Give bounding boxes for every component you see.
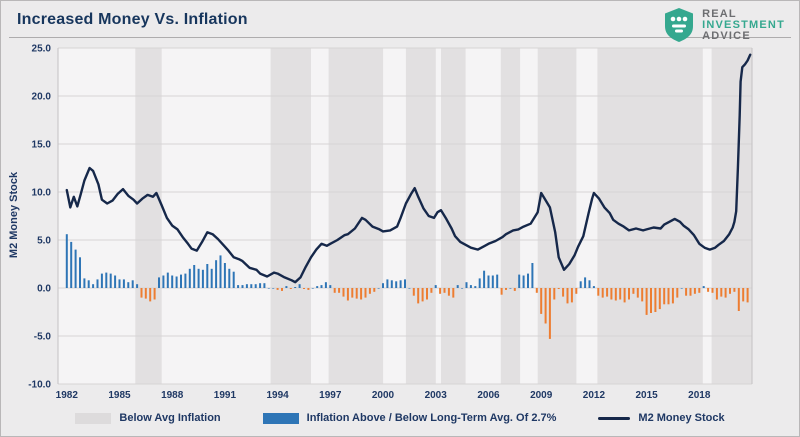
logo-word-advice: ADVICE [702, 29, 751, 42]
svg-text:1994: 1994 [266, 390, 289, 401]
title-divider [9, 37, 791, 38]
inflation-bars-swatch-icon [262, 412, 299, 424]
svg-text:2012: 2012 [583, 390, 606, 401]
svg-text:1985: 1985 [108, 390, 131, 401]
ria-logo: REAL INVESTMENT ADVICE [663, 7, 785, 43]
legend-item-m2-line: M2 Money Stock [598, 412, 725, 424]
svg-text:-5.0: -5.0 [34, 332, 52, 343]
svg-text:10.0: 10.0 [32, 188, 52, 199]
ria-shield-icon [665, 8, 694, 42]
svg-text:0.0: 0.0 [37, 284, 51, 295]
svg-text:-10.0: -10.0 [28, 380, 51, 391]
legend-label-m2-line: M2 Money Stock [638, 412, 725, 424]
m2-line-swatch-icon [598, 416, 631, 420]
below-avg-swatch-icon [75, 412, 112, 424]
legend-item-below-avg: Below Avg Inflation [75, 412, 221, 424]
svg-text:2000: 2000 [372, 390, 395, 401]
svg-text:5.0: 5.0 [37, 236, 51, 247]
page-title: Increased Money Vs. Inflation [17, 11, 248, 28]
svg-text:1991: 1991 [214, 390, 237, 401]
svg-text:1997: 1997 [319, 390, 342, 401]
svg-text:2003: 2003 [425, 390, 448, 401]
svg-text:25.0: 25.0 [32, 44, 52, 55]
legend-label-inflation-bars: Inflation Above / Below Long-Term Avg. O… [306, 412, 557, 424]
ria-logo-text: REAL INVESTMENT ADVICE [702, 7, 785, 42]
svg-text:2018: 2018 [688, 390, 711, 401]
svg-text:2015: 2015 [635, 390, 658, 401]
svg-text:1988: 1988 [161, 390, 184, 401]
svg-text:2009: 2009 [530, 390, 553, 401]
chart-legend: Below Avg Inflation Inflation Above / Be… [1, 407, 799, 429]
legend-item-inflation-bars: Inflation Above / Below Long-Term Avg. O… [262, 412, 557, 424]
y-axis-label: M2 Money Stock [8, 171, 20, 259]
legend-label-below-avg: Below Avg Inflation [119, 412, 221, 424]
logo-word-real: REAL [702, 7, 737, 20]
svg-text:15.0: 15.0 [32, 140, 52, 151]
svg-text:20.0: 20.0 [32, 92, 52, 103]
svg-text:2006: 2006 [477, 390, 500, 401]
logo-word-investment: INVESTMENT [702, 18, 785, 31]
svg-text:1982: 1982 [56, 390, 79, 401]
